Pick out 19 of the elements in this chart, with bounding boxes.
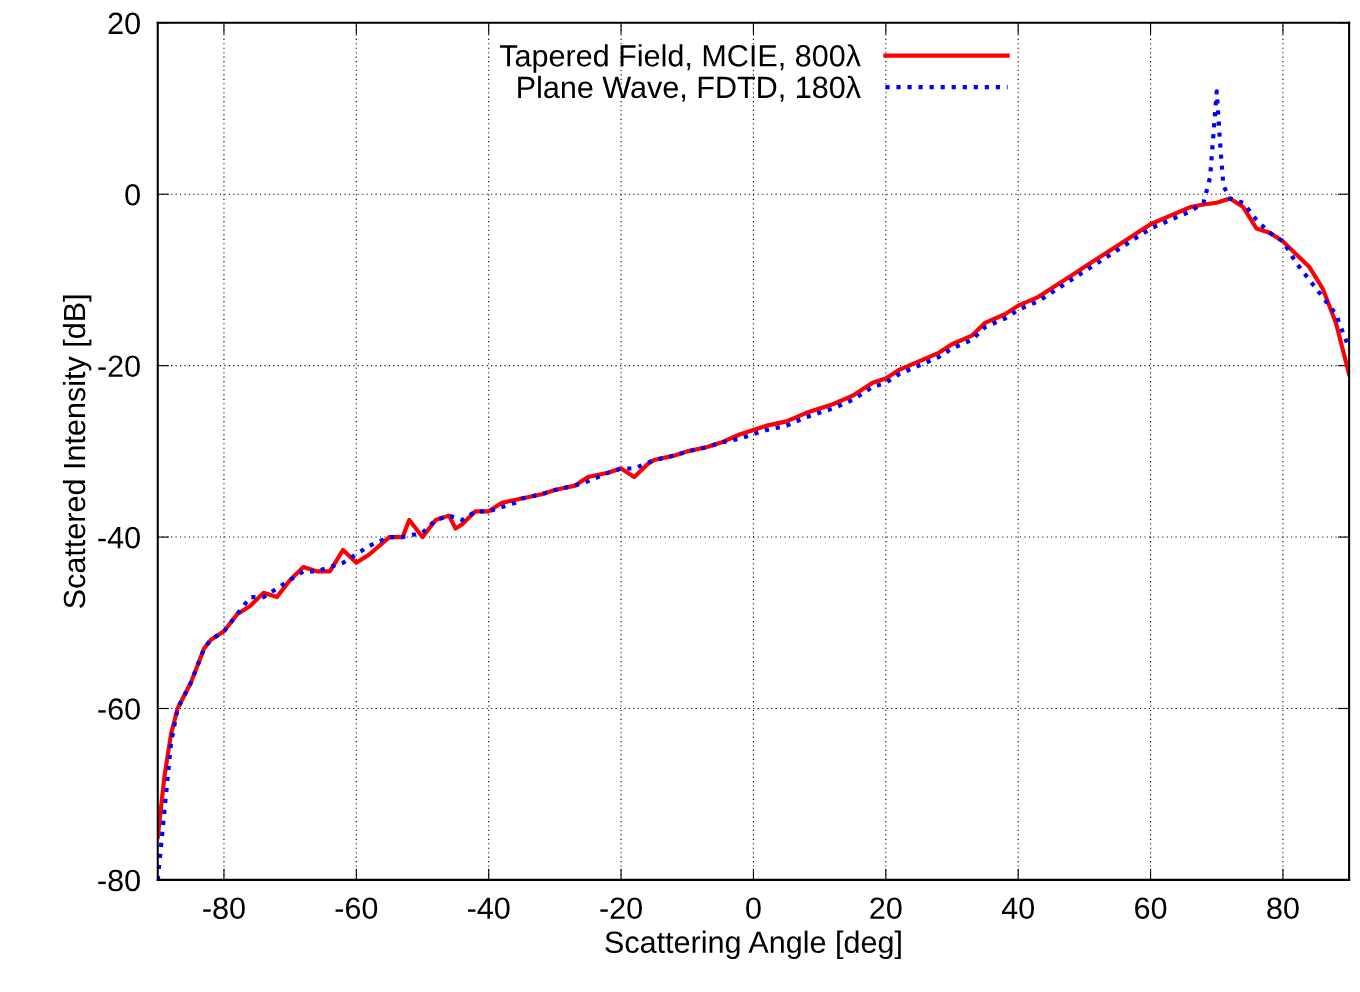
legend-label: Tapered Field, MCIE, 800λ [499, 44, 861, 73]
x-tick-label: 80 [1267, 897, 1299, 920]
x-tick-label: -40 [467, 897, 510, 920]
x-tick-label: 20 [870, 897, 902, 920]
x-tick-label: 60 [1135, 897, 1167, 920]
y-tick-label: -60 [98, 698, 140, 720]
x-tick-label: -20 [600, 897, 642, 920]
y-tick-label: -20 [98, 355, 140, 378]
y-tick-label: -80 [98, 869, 140, 892]
x-tick-label: -60 [335, 897, 378, 920]
y-axis-title: Scattered Intensity [dB] [62, 295, 92, 608]
x-tick-label: 0 [746, 897, 761, 920]
y-tick-label: 20 [108, 12, 140, 35]
x-tick-label: 40 [1001, 897, 1034, 920]
x-tick-label: -80 [203, 897, 245, 920]
y-tick-label: -40 [98, 526, 140, 549]
legend-label: Plane Wave, FDTD, 180λ [518, 75, 861, 102]
y-tick-label: 0 [125, 183, 140, 206]
x-axis-title: Scattering Angle [deg] [605, 930, 901, 960]
